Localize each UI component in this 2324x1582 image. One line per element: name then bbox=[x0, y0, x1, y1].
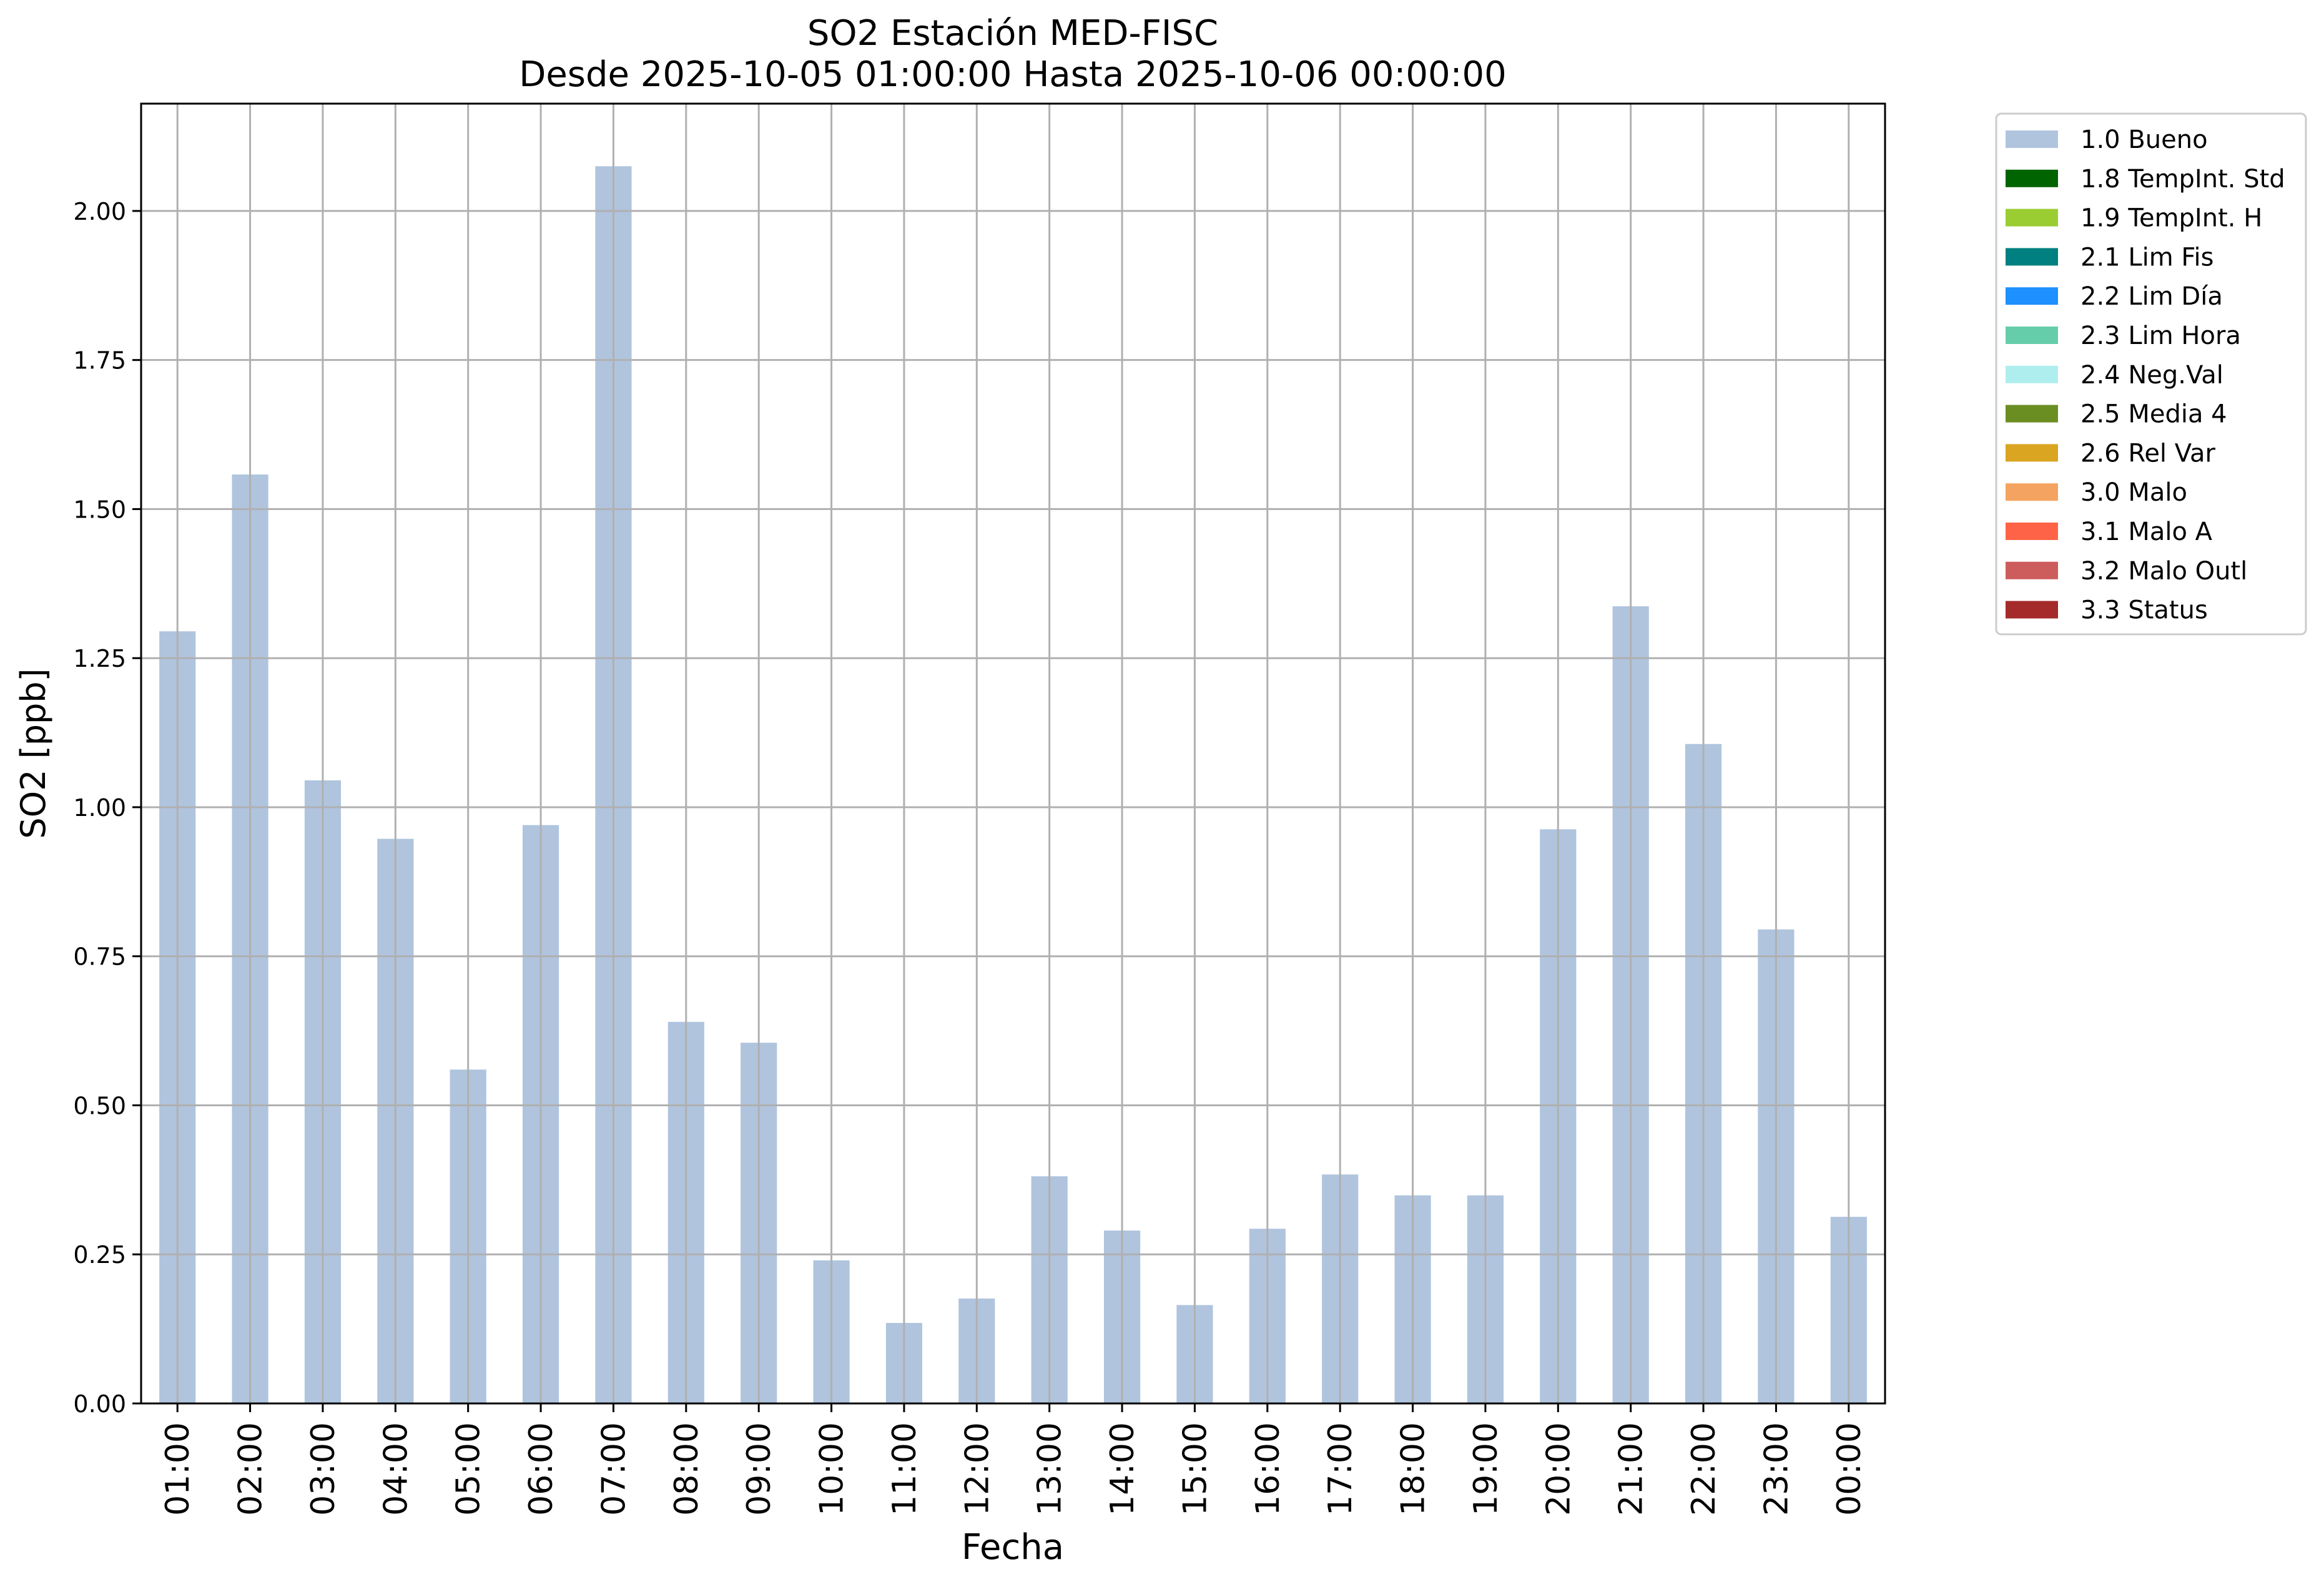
legend-entry-label: 2.5 Media 4 bbox=[2080, 400, 2227, 429]
x-tick-label: 14:00 bbox=[1104, 1422, 1141, 1516]
x-tick-label: 01:00 bbox=[159, 1422, 197, 1516]
legend-frame bbox=[1995, 112, 2307, 636]
x-axis-label: Fecha bbox=[962, 1527, 1064, 1568]
x-tick-label: 16:00 bbox=[1249, 1422, 1287, 1516]
legend-entry-label: 3.3 Status bbox=[2080, 596, 2208, 625]
y-tick-label: 1.75 bbox=[73, 347, 126, 375]
legend-swatch bbox=[2006, 601, 2058, 619]
y-tick-label: 1.00 bbox=[73, 794, 126, 822]
x-tick-label: 06:00 bbox=[523, 1422, 560, 1516]
y-tick-label: 0.25 bbox=[73, 1241, 126, 1269]
legend-swatch bbox=[2006, 327, 2058, 344]
y-tick-label: 0.00 bbox=[73, 1390, 126, 1418]
y-tick-label: 0.50 bbox=[73, 1092, 126, 1119]
chart-title: SO2 Estación MED-FISC bbox=[807, 13, 1218, 54]
x-tick-label: 00:00 bbox=[1831, 1422, 1868, 1516]
x-tick-label: 09:00 bbox=[741, 1422, 778, 1516]
legend-swatch bbox=[2006, 523, 2058, 540]
legend-entry-label: 2.1 Lim Fis bbox=[2080, 243, 2213, 272]
x-tick-label: 11:00 bbox=[886, 1422, 923, 1516]
legend-entry-label: 2.3 Lim Hora bbox=[2080, 322, 2241, 350]
legend-swatch bbox=[2006, 561, 2058, 579]
x-tick-label: 20:00 bbox=[1540, 1422, 1577, 1516]
y-tick-label: 0.75 bbox=[73, 943, 126, 971]
x-tick-label: 12:00 bbox=[958, 1422, 996, 1516]
legend-swatch bbox=[2006, 169, 2058, 187]
x-tick-label: 07:00 bbox=[595, 1422, 633, 1516]
legend-swatch bbox=[2006, 287, 2058, 305]
plot-area-frame bbox=[140, 102, 1886, 1405]
legend-swatch bbox=[2006, 444, 2058, 462]
x-tick-label: 17:00 bbox=[1322, 1422, 1359, 1516]
x-tick-label: 19:00 bbox=[1467, 1422, 1505, 1516]
legend-swatch bbox=[2006, 209, 2058, 227]
legend-swatch bbox=[2006, 248, 2058, 266]
legend-entry-label: 2.6 Rel Var bbox=[2080, 439, 2216, 468]
y-axis-label: SO2 [ppb] bbox=[14, 668, 53, 838]
legend-entry-label: 1.9 TempInt. H bbox=[2080, 204, 2262, 233]
legend: 1.0 Bueno 1.8 TempInt. Std 1.9 TempInt. H 2… bbox=[1995, 112, 2307, 636]
x-tick-label: 08:00 bbox=[668, 1422, 706, 1516]
y-tick-label: 1.25 bbox=[73, 645, 126, 672]
legend-entry-label: 3.0 Malo bbox=[2080, 478, 2187, 507]
x-tick-label: 18:00 bbox=[1395, 1422, 1432, 1516]
x-axis: 01:00 02:00 03:00 04:00 05:00 06:00 07:00 08:00… bbox=[159, 1403, 1868, 1516]
legend-entry-label: 2.4 Neg.Val bbox=[2080, 361, 2223, 390]
chart-subtitle: Desde 2025-10-05 01:00:00 Hasta 2025-10-… bbox=[519, 54, 1507, 95]
x-tick-label: 21:00 bbox=[1613, 1422, 1650, 1516]
x-tick-label: 13:00 bbox=[1032, 1422, 1069, 1516]
legend-swatch bbox=[2006, 130, 2058, 148]
y-tick-label: 2.00 bbox=[73, 198, 126, 225]
legend-swatch bbox=[2006, 483, 2058, 501]
x-tick-label: 05:00 bbox=[450, 1422, 488, 1516]
x-tick-label: 22:00 bbox=[1685, 1422, 1723, 1516]
legend-swatch bbox=[2006, 405, 2058, 423]
x-tick-label: 04:00 bbox=[377, 1422, 415, 1516]
x-tick-label: 10:00 bbox=[814, 1422, 851, 1516]
y-axis: 0.00 0.25 0.50 0.75 1.00 1.25 1.50 1.75 2.00 bbox=[73, 198, 141, 1418]
legend-entry-label: 3.1 Malo A bbox=[2080, 518, 2213, 546]
x-tick-label: 03:00 bbox=[305, 1422, 342, 1516]
grid-lines bbox=[141, 104, 1885, 1405]
legend-entry-label: 2.2 Lim Día bbox=[2080, 282, 2223, 311]
x-tick-label: 02:00 bbox=[232, 1422, 270, 1516]
legend-entry-label: 1.0 Bueno bbox=[2080, 125, 2208, 154]
legend-entry-label: 1.8 TempInt. Std bbox=[2080, 165, 2285, 194]
y-tick-label: 1.50 bbox=[73, 496, 126, 523]
legend-swatch bbox=[2006, 365, 2058, 383]
x-tick-label: 23:00 bbox=[1758, 1422, 1795, 1516]
legend-entry-label: 3.2 Malo Outl bbox=[2080, 557, 2247, 586]
x-tick-label: 15:00 bbox=[1176, 1422, 1214, 1516]
